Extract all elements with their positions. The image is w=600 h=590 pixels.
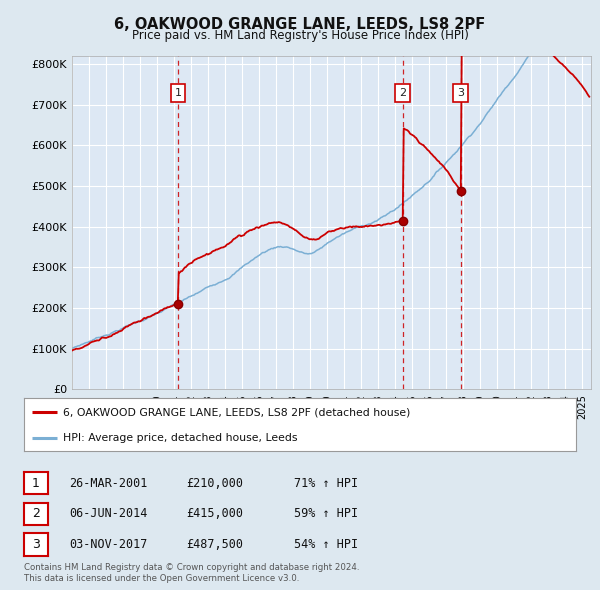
Text: 59% ↑ HPI: 59% ↑ HPI	[294, 507, 358, 520]
Text: 3: 3	[457, 88, 464, 97]
Text: HPI: Average price, detached house, Leeds: HPI: Average price, detached house, Leed…	[62, 432, 297, 442]
Text: 26-MAR-2001: 26-MAR-2001	[69, 477, 148, 490]
Text: £487,500: £487,500	[186, 538, 243, 551]
Text: £415,000: £415,000	[186, 507, 243, 520]
Text: This data is licensed under the Open Government Licence v3.0.: This data is licensed under the Open Gov…	[24, 574, 299, 583]
Text: 3: 3	[32, 538, 40, 551]
Text: 6, OAKWOOD GRANGE LANE, LEEDS, LS8 2PF (detached house): 6, OAKWOOD GRANGE LANE, LEEDS, LS8 2PF (…	[62, 407, 410, 417]
Text: 1: 1	[175, 88, 182, 97]
Text: 2: 2	[32, 507, 40, 520]
Text: 6, OAKWOOD GRANGE LANE, LEEDS, LS8 2PF: 6, OAKWOOD GRANGE LANE, LEEDS, LS8 2PF	[115, 17, 485, 31]
Text: 54% ↑ HPI: 54% ↑ HPI	[294, 538, 358, 551]
Text: 06-JUN-2014: 06-JUN-2014	[69, 507, 148, 520]
Text: 2: 2	[399, 88, 406, 97]
Text: 1: 1	[32, 477, 40, 490]
Text: 03-NOV-2017: 03-NOV-2017	[69, 538, 148, 551]
Text: Price paid vs. HM Land Registry's House Price Index (HPI): Price paid vs. HM Land Registry's House …	[131, 30, 469, 42]
Text: £210,000: £210,000	[186, 477, 243, 490]
Text: Contains HM Land Registry data © Crown copyright and database right 2024.: Contains HM Land Registry data © Crown c…	[24, 563, 359, 572]
Text: 71% ↑ HPI: 71% ↑ HPI	[294, 477, 358, 490]
